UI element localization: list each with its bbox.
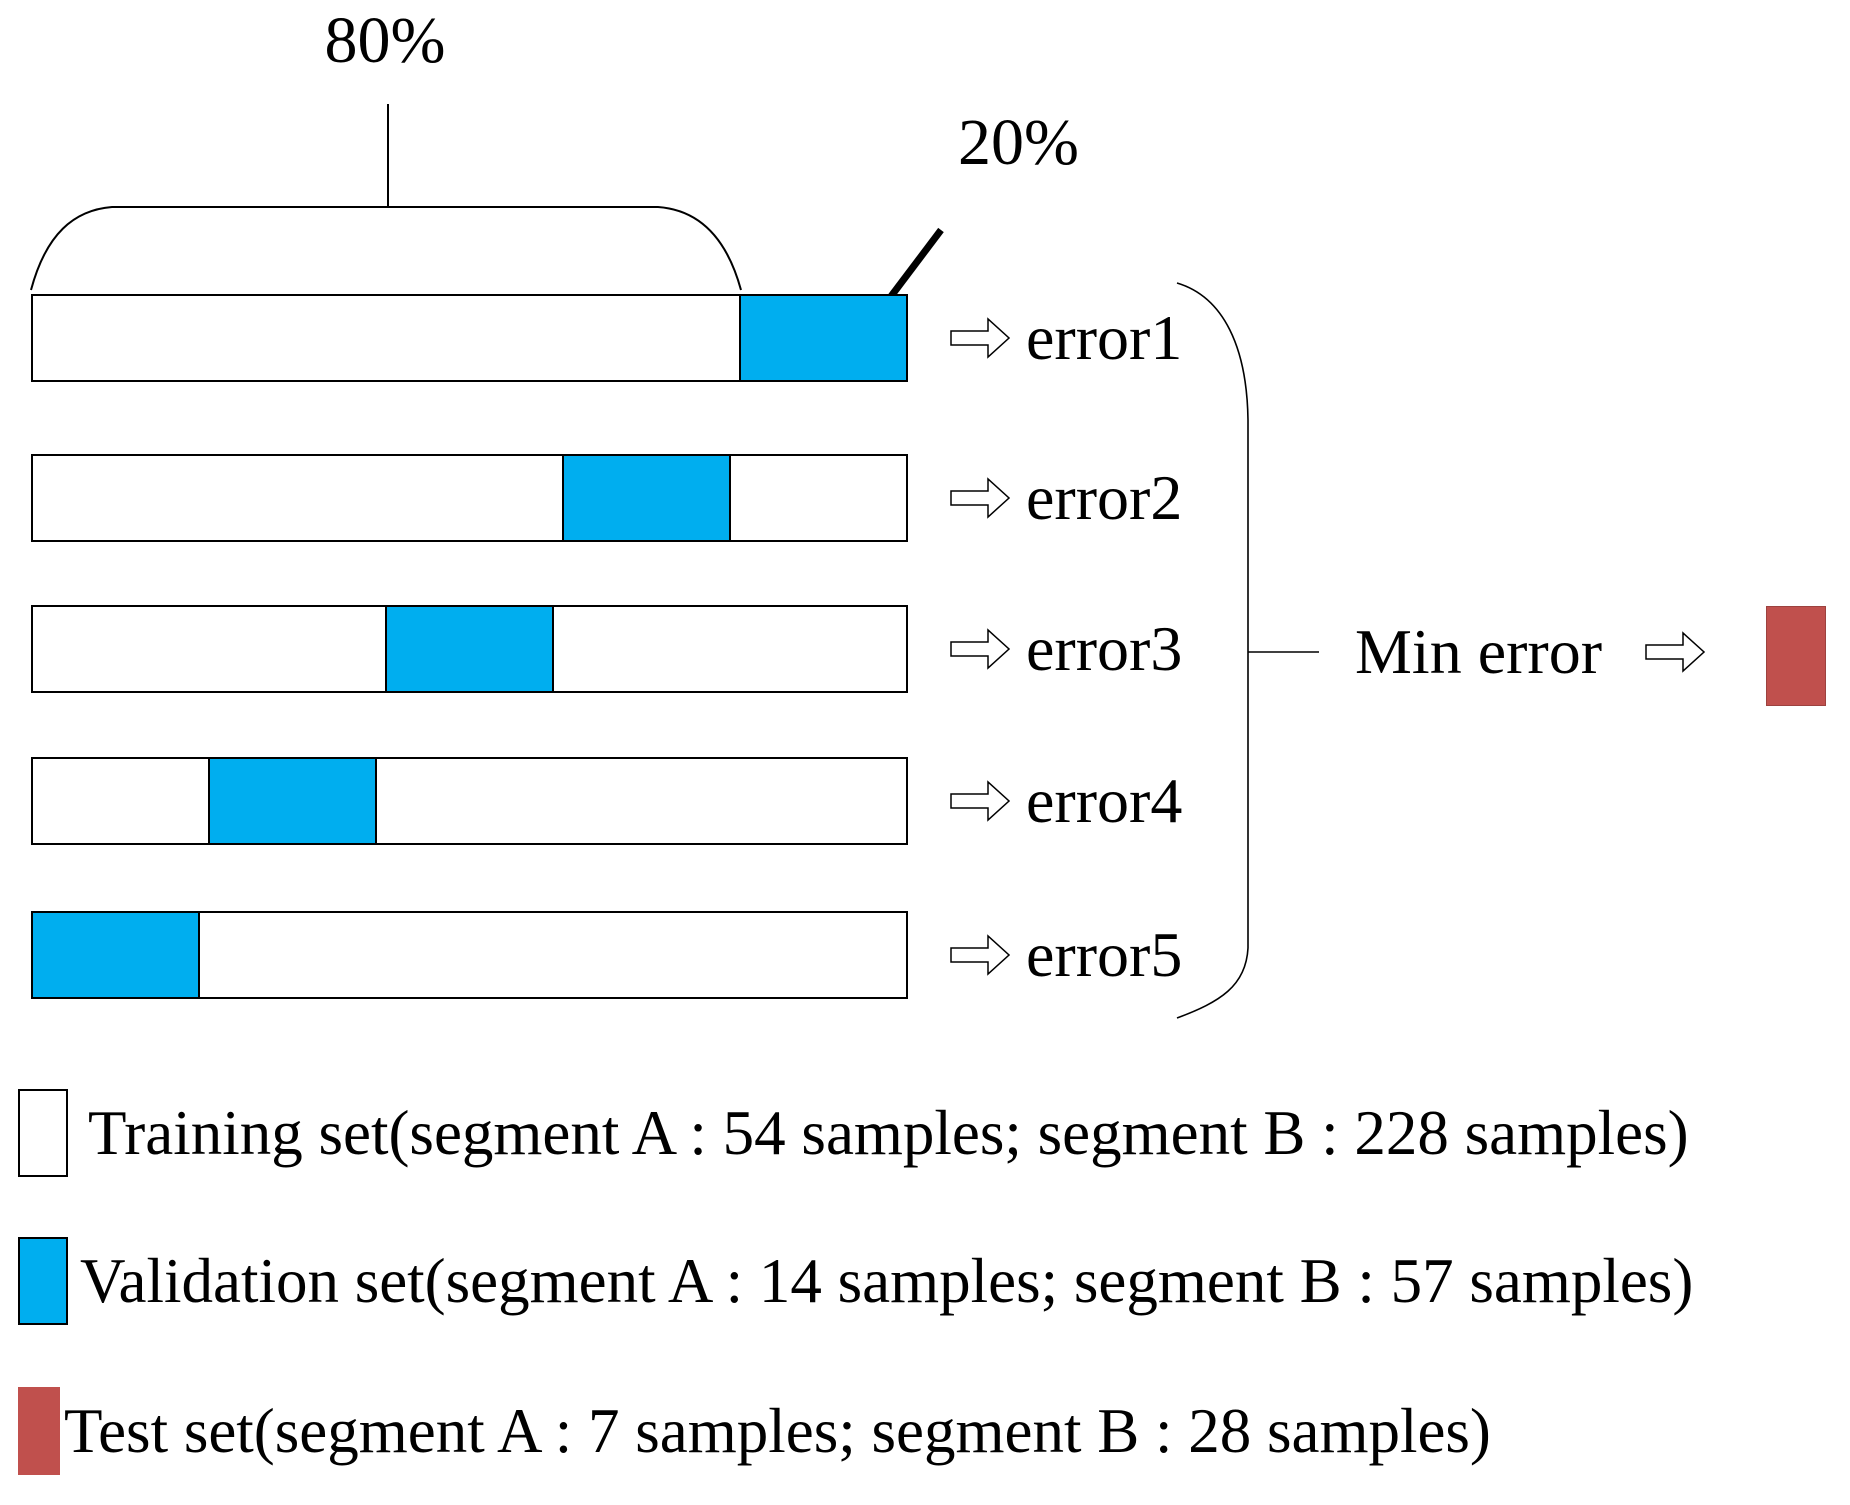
legend-label: Validation set(segment A : 14 samples; s… (80, 1245, 1694, 1316)
validation-swatch (18, 1237, 68, 1325)
right-arrow-icon (950, 934, 1010, 976)
right-arrow-icon (1645, 631, 1705, 673)
training-bar (31, 911, 908, 999)
validation-segment (31, 911, 200, 999)
validation-percentage-label: 20% (958, 106, 1079, 179)
error-label: error4 (1026, 765, 1183, 836)
training-bar (31, 605, 908, 693)
training-bar (31, 294, 908, 382)
train-split-brace (30, 206, 742, 291)
training-swatch (18, 1089, 68, 1177)
min-error-label: Min error (1355, 616, 1603, 687)
legend-item-validation: Validation set(segment A : 14 samples; s… (18, 1236, 1693, 1326)
legend-label: Test set(segment A : 7 samples; segment … (64, 1395, 1491, 1466)
legend-item-test: Test set(segment A : 7 samples; segment … (18, 1386, 1491, 1476)
validation-segment (385, 605, 554, 693)
errors-brace (1176, 282, 1249, 1019)
fold-row: error3 (0, 605, 1850, 693)
fold-row: error1 (0, 294, 1850, 382)
legend-item-training: Training set(segment A : 54 samples; seg… (18, 1088, 1689, 1178)
error-label: error3 (1026, 613, 1183, 684)
training-bar (31, 757, 908, 845)
fold-row: error4 (0, 757, 1850, 845)
right-arrow-icon (950, 477, 1010, 519)
validation-segment (208, 757, 377, 845)
validation-segment (562, 454, 731, 542)
error-label: error5 (1026, 919, 1183, 990)
error-label: error2 (1026, 462, 1183, 533)
legend-label: Training set(segment A : 54 samples; seg… (88, 1097, 1689, 1168)
right-arrow-icon (950, 780, 1010, 822)
right-arrow-icon (950, 628, 1010, 670)
right-arrow-icon (950, 317, 1010, 359)
error-label: error1 (1026, 302, 1183, 373)
test-swatch (18, 1387, 60, 1475)
fold-row: error2 (0, 454, 1850, 542)
validation-pointer-line (886, 227, 944, 302)
fold-row: error5 (0, 911, 1850, 999)
train-percentage-label: 80% (324, 4, 446, 77)
training-bar (31, 454, 908, 542)
validation-segment (739, 294, 908, 382)
test-set-box (1766, 606, 1826, 706)
